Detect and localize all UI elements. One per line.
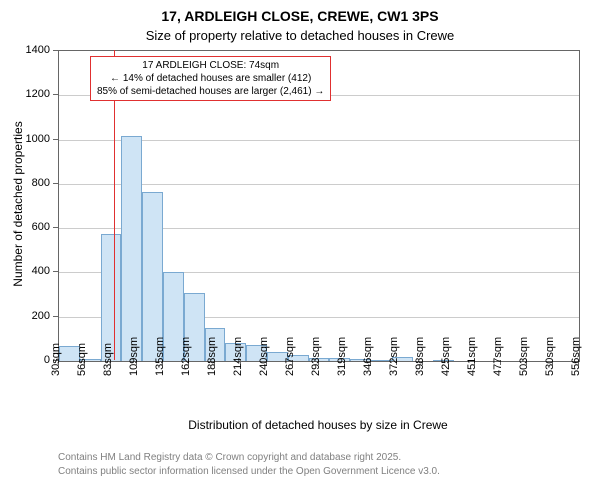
chart-container: 17, ARDLEIGH CLOSE, CREWE, CW1 3PS Size … — [0, 0, 600, 500]
histogram-bar — [121, 136, 142, 361]
chart-subtitle: Size of property relative to detached ho… — [0, 28, 600, 43]
y-tick — [53, 139, 58, 140]
histogram-bar — [142, 192, 163, 361]
annotation-box: 17 ARDLEIGH CLOSE: 74sqm← 14% of detache… — [90, 56, 331, 101]
y-tick — [53, 183, 58, 184]
footer-line-2: Contains public sector information licen… — [58, 466, 440, 477]
footer-line-1: Contains HM Land Registry data © Crown c… — [58, 452, 401, 463]
y-tick-label: 600 — [0, 221, 50, 233]
y-tick-label: 0 — [0, 354, 50, 366]
annotation-line: 85% of semi-detached houses are larger (… — [97, 85, 324, 98]
y-tick — [53, 271, 58, 272]
annotation-line: ← 14% of detached houses are smaller (41… — [97, 72, 324, 85]
chart-title: 17, ARDLEIGH CLOSE, CREWE, CW1 3PS — [0, 8, 600, 24]
y-tick-label: 200 — [0, 310, 50, 322]
y-tick — [53, 316, 58, 317]
x-axis-label: Distribution of detached houses by size … — [58, 418, 578, 432]
y-tick — [53, 227, 58, 228]
annotation-line: 17 ARDLEIGH CLOSE: 74sqm — [97, 59, 324, 72]
histogram-bar — [101, 234, 122, 361]
y-tick-label: 1200 — [0, 88, 50, 100]
y-tick-label: 1400 — [0, 44, 50, 56]
y-tick-label: 800 — [0, 177, 50, 189]
y-tick — [53, 94, 58, 95]
y-tick-label: 400 — [0, 265, 50, 277]
y-tick-label: 1000 — [0, 133, 50, 145]
y-tick — [53, 50, 58, 51]
